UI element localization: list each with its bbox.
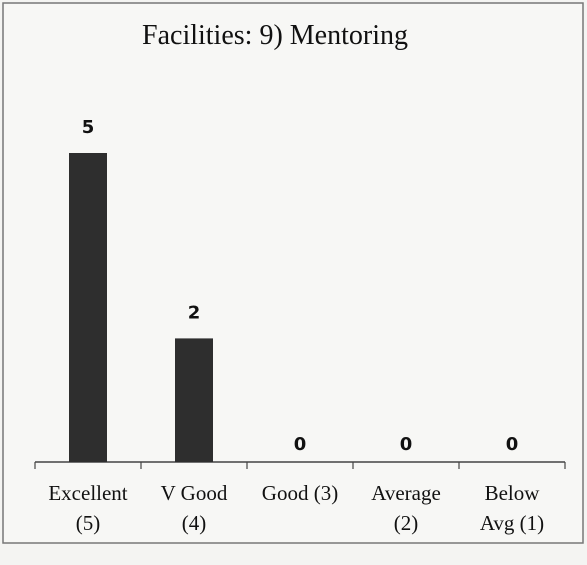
data-label: 5 <box>82 117 95 138</box>
data-label: 0 <box>294 434 307 455</box>
x-tick-label: Below <box>485 481 541 505</box>
chart-title: Facilities: 9) Mentoring <box>142 20 408 51</box>
x-tick-label: (2) <box>394 511 419 535</box>
x-tick-label: Good (3) <box>262 481 338 505</box>
x-tick-label: Avg (1) <box>480 511 544 535</box>
bar <box>69 153 107 462</box>
x-tick-label: Excellent <box>48 481 127 505</box>
data-label: 0 <box>506 434 519 455</box>
data-label: 2 <box>188 302 201 323</box>
x-tick-label: (5) <box>76 511 101 535</box>
data-label: 0 <box>400 434 413 455</box>
bar <box>175 338 213 462</box>
x-tick-label: Average <box>371 481 441 505</box>
x-tick-label: (4) <box>182 511 207 535</box>
x-tick-label: V Good <box>161 481 228 505</box>
